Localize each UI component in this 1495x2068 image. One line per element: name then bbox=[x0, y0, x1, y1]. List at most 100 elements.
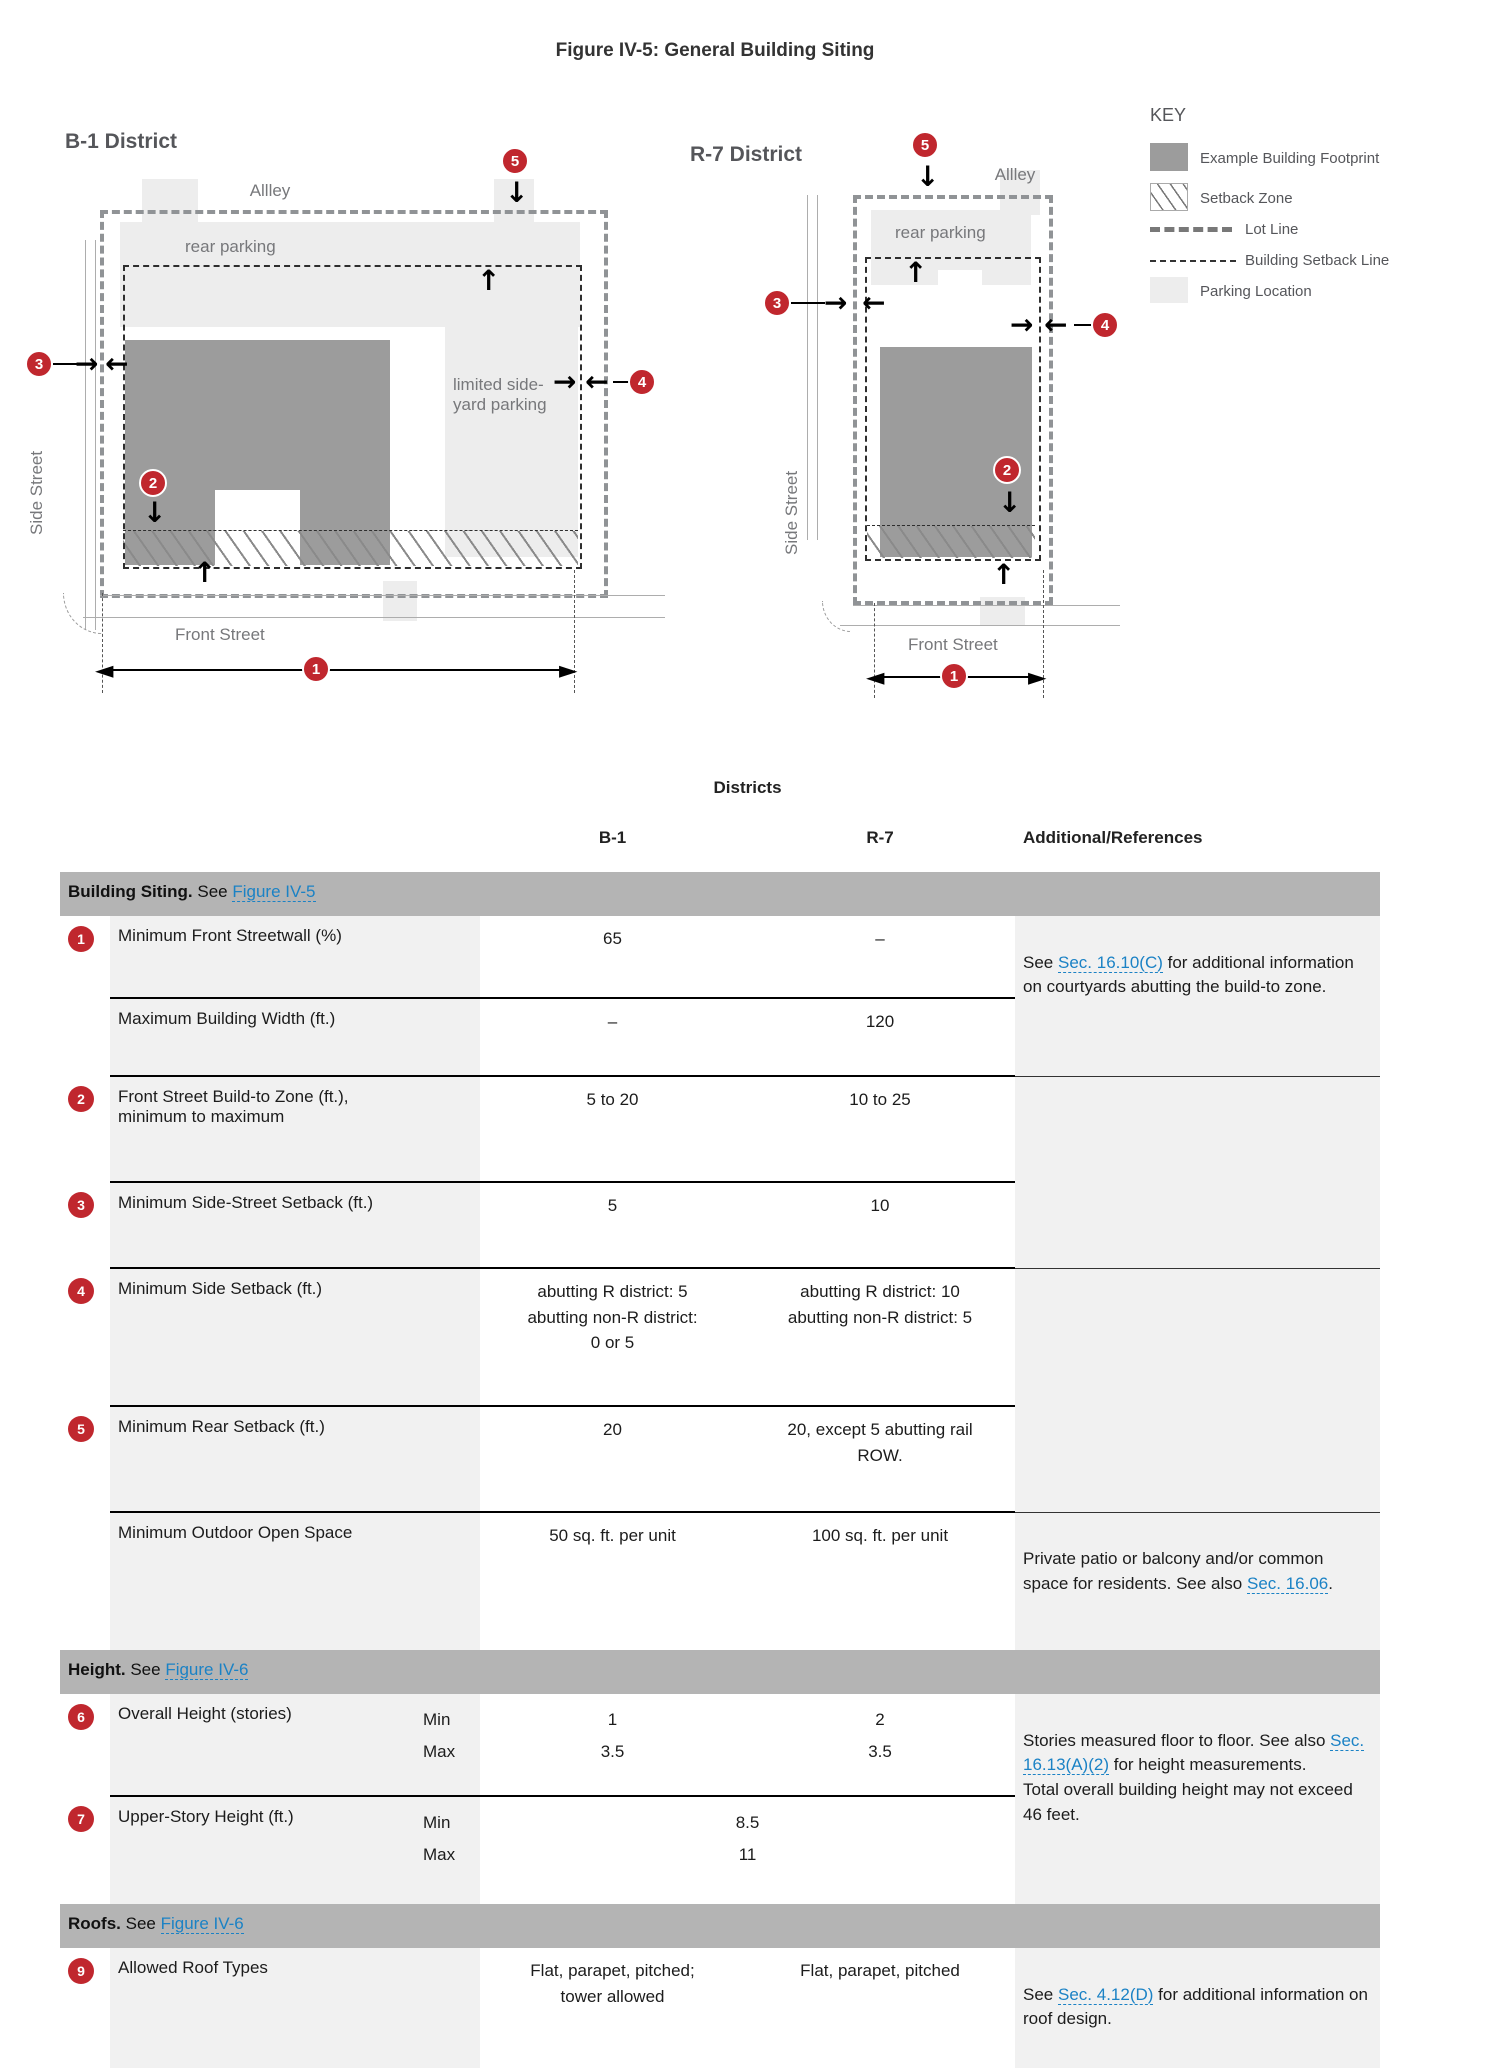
sec-1606-link[interactable]: Sec. 16.06 bbox=[1246, 1573, 1329, 1594]
districts-header: Districts bbox=[713, 778, 782, 797]
dimension-extension-line bbox=[102, 593, 103, 693]
section-header-height: Height. See Figure IV-6 bbox=[60, 1650, 1381, 1694]
callout-1-badge: 1 bbox=[302, 655, 330, 683]
sec-412d-link[interactable]: Sec. 4.12(D) bbox=[1058, 1984, 1154, 2005]
r7-min-value: 2 bbox=[875, 1710, 885, 1729]
callout-9-badge: 9 bbox=[68, 1958, 94, 1984]
arrow-left-icon: ← bbox=[105, 347, 129, 380]
callout-3-stem bbox=[53, 363, 81, 365]
side-street-label: Side Street bbox=[27, 450, 46, 535]
building-setback-line-swatch bbox=[1150, 260, 1236, 262]
note-text: See bbox=[1023, 1984, 1058, 2004]
sec-1613a2-link[interactable]: Sec. 16.13(A)(2) bbox=[1023, 1730, 1365, 1776]
street-corner-curve bbox=[63, 593, 102, 634]
arrow-left-icon: ◄ bbox=[95, 656, 114, 684]
key-legend: KEY Example Building Footprint Setback Z… bbox=[1140, 105, 1495, 340]
both-max-value: 11 bbox=[738, 1845, 757, 1865]
arrow-left-icon: ← bbox=[862, 286, 886, 319]
callout-3-stem bbox=[791, 302, 825, 304]
key-item-label: Example Building Footprint bbox=[1200, 150, 1380, 167]
callout-1-badge: 1 bbox=[940, 662, 968, 690]
section-see-text: See bbox=[192, 882, 233, 901]
callout-cell bbox=[60, 998, 110, 1076]
section-title: Building Siting. bbox=[68, 882, 193, 901]
side-yard-parking-label: limited side- yard parking bbox=[453, 375, 547, 414]
sec-1610c-link[interactable]: Sec. 16.10(C) bbox=[1058, 952, 1163, 973]
parking-driveway bbox=[494, 179, 534, 224]
b1-value: 5 bbox=[480, 1181, 746, 1268]
callout-cell: 3 bbox=[60, 1182, 110, 1268]
figure-iv6-link[interactable]: Figure IV-6 bbox=[165, 1660, 249, 1680]
callout-cell: 1 bbox=[60, 916, 110, 998]
minmax-cell: Min Max bbox=[415, 1795, 481, 1904]
building-setback-line bbox=[865, 257, 1041, 561]
note-text: for additional information on courtyards… bbox=[1023, 952, 1354, 997]
arrow-up-icon: ↑ bbox=[904, 256, 928, 289]
arrow-down-icon: ↓ bbox=[143, 496, 167, 529]
minmax-cell: Min Max bbox=[415, 1694, 481, 1796]
minmax-cell bbox=[415, 1511, 481, 1650]
r7-value: – bbox=[875, 929, 885, 948]
section-title: Roofs. bbox=[68, 1914, 121, 1933]
figure-iv6-link[interactable]: Figure IV-6 bbox=[160, 1914, 244, 1934]
row-label: Allowed Roof Types bbox=[110, 1948, 415, 2068]
key-item-label: Lot Line bbox=[1245, 221, 1299, 238]
min-label: Min bbox=[423, 1813, 451, 1832]
r7-value: 2 3.5 bbox=[745, 1694, 1015, 1796]
callout-6-badge: 6 bbox=[68, 1704, 94, 1730]
r7-district-title: R-7 District bbox=[690, 143, 803, 166]
additional-note: Stories measured floor to floor. See als… bbox=[1015, 1694, 1381, 1904]
arrow-right-icon: ► bbox=[1028, 663, 1047, 691]
callout-5-badge: 5 bbox=[68, 1416, 94, 1442]
arrow-right-icon: → bbox=[75, 347, 99, 380]
b1-max-value: 3.5 bbox=[600, 1742, 625, 1762]
b1-value: 5 to 20 bbox=[480, 1075, 746, 1182]
minmax-cell bbox=[415, 1948, 481, 2068]
section-see-text: See bbox=[120, 1914, 161, 1933]
building-setback-line bbox=[123, 265, 582, 569]
additional-note: See Sec. 4.12(D) for additional informat… bbox=[1015, 1948, 1381, 2068]
key-item-label: Setback Zone bbox=[1200, 190, 1293, 207]
b1-value: 1 3.5 bbox=[480, 1694, 745, 1796]
figure-title: Figure IV-5: General Building Siting bbox=[555, 40, 875, 61]
note-text: Private patio or balcony and/or common s… bbox=[1023, 1549, 1324, 1593]
section-see-text: See bbox=[125, 1660, 166, 1679]
minmax-cell bbox=[415, 1267, 481, 1406]
front-street-line bbox=[840, 625, 1120, 626]
r7-value: 20, except 5 abutting rail ROW. bbox=[745, 1405, 1016, 1512]
side-street-line bbox=[817, 195, 818, 540]
note-text: Stories measured floor to floor. See als… bbox=[1023, 1730, 1331, 1750]
r7-value: 100 sq. ft. per unit bbox=[745, 1511, 1016, 1650]
minmax-cell bbox=[415, 997, 481, 1076]
callout-4-badge: 4 bbox=[628, 368, 656, 396]
figure-iv5-link[interactable]: Figure IV-5 bbox=[232, 882, 316, 902]
minmax-cell bbox=[415, 1181, 481, 1268]
arrow-up-icon: ↑ bbox=[477, 264, 501, 297]
section-header-roofs: Roofs. See Figure IV-6 bbox=[60, 1904, 1381, 1948]
dimension-extension-line bbox=[574, 570, 575, 693]
side-yard-parking-area bbox=[445, 222, 578, 557]
note-text: for height measurements. Total overall b… bbox=[1023, 1755, 1353, 1824]
callout-4-stem bbox=[613, 381, 629, 383]
lot-width-dimension-line bbox=[105, 669, 567, 671]
section-title: Height. bbox=[68, 1660, 126, 1679]
r7-value: 10 bbox=[745, 1181, 1016, 1268]
row-label: Minimum Side-Street Setback (ft.) bbox=[110, 1181, 415, 1268]
street-corner-curve bbox=[822, 601, 851, 632]
front-street-label: Front Street bbox=[908, 635, 998, 654]
both-min-value: 8.5 bbox=[735, 1813, 760, 1832]
side-street-line bbox=[807, 195, 808, 540]
dimension-extension-line bbox=[1043, 570, 1044, 698]
arrow-right-icon: ► bbox=[559, 656, 578, 684]
arrow-left-icon: ◄ bbox=[866, 663, 885, 691]
arrow-left-icon: ← bbox=[1044, 308, 1068, 341]
note-text: . bbox=[1328, 1573, 1333, 1593]
callout-1-badge: 1 bbox=[68, 926, 94, 952]
callout-3-badge: 3 bbox=[68, 1192, 94, 1218]
front-street-line bbox=[853, 605, 1120, 606]
additional-note-empty bbox=[1015, 1267, 1381, 1512]
callout-7-badge: 7 bbox=[68, 1806, 94, 1832]
parking-location-swatch bbox=[1150, 277, 1188, 303]
rear-parking-label: rear parking bbox=[185, 237, 276, 256]
key-item-label: Building Setback Line bbox=[1245, 252, 1390, 269]
